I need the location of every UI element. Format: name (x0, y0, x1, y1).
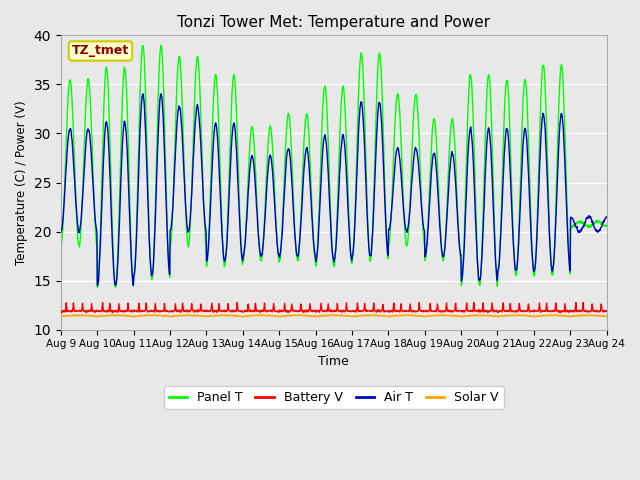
Battery V (538, 308, 546, 314)
Panel T (179, 125, 187, 131)
Solar V (165, 313, 173, 319)
Battery V (490, 309, 498, 315)
Solar V (490, 313, 498, 319)
Panel T (603, 223, 611, 229)
Title: Tonzi Tower Met: Temperature and Power: Tonzi Tower Met: Temperature and Power (177, 15, 490, 30)
Line: Battery V: Battery V (61, 302, 607, 312)
Battery V (234, 300, 241, 305)
Air T (419, 221, 427, 227)
Panel T (166, 275, 173, 280)
Battery V (557, 310, 564, 315)
Air T (490, 230, 498, 236)
Legend: Panel T, Battery V, Air T, Solar V: Panel T, Battery V, Air T, Solar V (164, 386, 504, 409)
Solar V (239, 313, 247, 319)
Solar V (603, 313, 611, 319)
Air T (166, 272, 173, 277)
Air T (179, 150, 187, 156)
Solar V (179, 312, 186, 318)
Solar V (400, 312, 408, 318)
Solar V (57, 313, 65, 319)
Battery V (419, 309, 426, 314)
Air T (603, 214, 611, 220)
Panel T (240, 253, 248, 259)
Line: Solar V: Solar V (61, 315, 607, 317)
Air T (129, 283, 137, 288)
X-axis label: Time: Time (318, 355, 349, 368)
Panel T (157, 42, 165, 48)
Battery V (603, 308, 611, 314)
Air T (539, 114, 547, 120)
Panel T (490, 217, 498, 223)
Air T (57, 228, 65, 234)
Line: Air T: Air T (61, 94, 607, 286)
Panel T (111, 285, 119, 290)
Battery V (57, 309, 65, 315)
Solar V (458, 314, 465, 320)
Panel T (57, 243, 65, 249)
Solar V (419, 313, 426, 319)
Y-axis label: Temperature (C) / Power (V): Temperature (C) / Power (V) (15, 100, 28, 265)
Battery V (179, 304, 186, 310)
Line: Panel T: Panel T (61, 45, 607, 288)
Solar V (539, 313, 547, 319)
Panel T (539, 65, 547, 71)
Air T (240, 249, 248, 255)
Battery V (165, 309, 173, 315)
Panel T (419, 227, 427, 233)
Text: TZ_tmet: TZ_tmet (72, 45, 129, 58)
Battery V (240, 309, 248, 315)
Air T (157, 91, 165, 97)
